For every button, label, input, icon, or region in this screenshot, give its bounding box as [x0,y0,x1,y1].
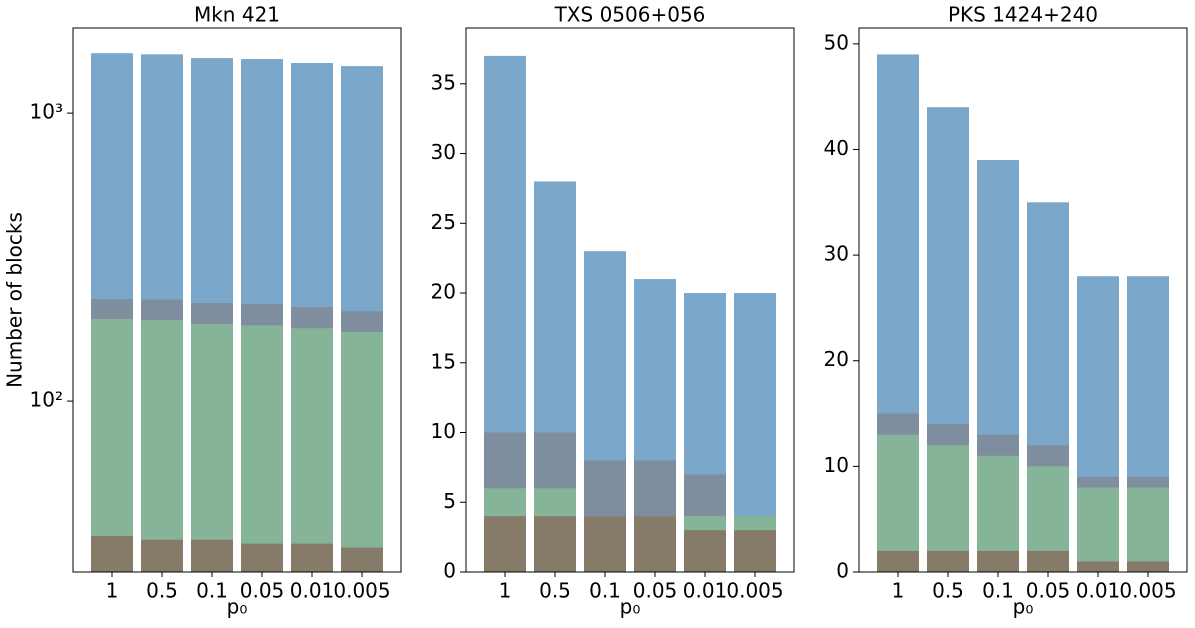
y-tick-label: 20 [824,347,849,371]
y-tick-label: 15 [431,349,456,373]
bar [877,550,919,572]
y-tick-label: 0 [836,559,849,583]
bar [734,530,776,572]
bar [141,539,183,572]
x-tick-label: 0.005 [1119,579,1176,603]
y-tick-label: 30 [824,242,849,266]
y-tick-label: 10² [30,388,63,412]
y-tick-label: 50 [824,30,849,54]
bar [877,434,919,572]
y-tick-label: 40 [824,136,849,160]
x-tick-label: 0.5 [539,579,571,603]
chart-title: PKS 1424+240 [948,3,1098,27]
y-tick-label: 10³ [30,100,63,124]
x-tick-label: 0.005 [726,579,783,603]
x-tick-label: 0.05 [240,579,285,603]
y-tick-label: 25 [431,210,456,234]
x-axis-label: p₀ [1013,595,1034,619]
frame [858,27,1188,573]
y-tick-label: 10 [824,453,849,477]
bar [91,318,133,572]
bar [1127,561,1169,572]
x-tick-label: 0.5 [146,579,178,603]
bar [977,550,1019,572]
frame [72,27,402,573]
bar [684,530,726,572]
x-tick-label: 0.1 [589,579,621,603]
y-tick-label: 20 [431,280,456,304]
chart-title: TXS 0506+056 [554,3,706,27]
bar [191,324,233,572]
x-tick-label: 1 [892,579,905,603]
bar [341,331,383,572]
y-tick-label: 10 [431,419,456,443]
panel: 1 0.5 0.1 0.05 0.01 0.005 10² 10³ Mkn 421 p₀ Numbe… [3,3,402,619]
bar [191,539,233,572]
y-tick-label: 5 [443,489,456,513]
x-tick-label: 0.05 [633,579,678,603]
y-tick-label: 0 [443,559,456,583]
bar [1027,550,1069,572]
bar [484,516,526,572]
y-tick-label: 30 [431,140,456,164]
y-axis-label: Number of blocks [3,212,27,388]
bar [1127,487,1169,572]
panel: 1 0.5 0.1 0.05 0.01 0.005 0 5 10 15 20 25 30 35 TXS 05… [431,3,795,619]
x-tick-label: 1 [106,579,119,603]
bar [341,547,383,572]
x-tick-label: 0.01 [290,579,335,603]
y-tick-label: 35 [431,70,456,94]
x-tick-label: 0.01 [1076,579,1121,603]
x-tick-label: 0.01 [683,579,728,603]
x-tick-label: 0.5 [932,579,964,603]
bar [241,325,283,572]
bar [534,516,576,572]
x-tick-label: 0.1 [196,579,228,603]
bar [241,543,283,572]
x-tick-label: 0.1 [982,579,1014,603]
bar [291,543,333,572]
chart-title: Mkn 421 [194,3,280,27]
bar [141,320,183,572]
x-tick-label: 0.005 [333,579,390,603]
x-tick-label: 1 [499,579,512,603]
bar [1077,561,1119,572]
bar [927,550,969,572]
x-axis-label: p₀ [227,595,248,619]
bar [1077,487,1119,572]
panel: 1 0.5 0.1 0.05 0.01 0.005 0 10 20 30 40 50 PKS 1424+… [824,3,1188,619]
x-tick-label: 0.05 [1026,579,1071,603]
frame [465,27,795,573]
bar [291,328,333,572]
bar [584,516,626,572]
bar [91,536,133,572]
x-axis-label: p₀ [620,595,641,619]
bar [634,516,676,572]
